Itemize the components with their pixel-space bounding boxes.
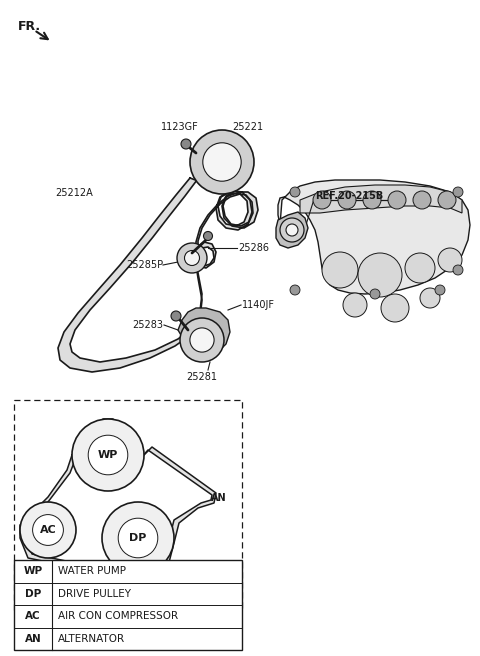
Text: AC: AC: [25, 611, 41, 621]
Text: ALTERNATOR: ALTERNATOR: [58, 634, 125, 644]
Circle shape: [190, 130, 254, 194]
Circle shape: [381, 294, 409, 322]
Polygon shape: [300, 185, 462, 213]
Text: WP: WP: [24, 566, 43, 576]
Text: 1140JF: 1140JF: [242, 300, 275, 310]
Text: 25221: 25221: [232, 122, 263, 132]
Circle shape: [88, 435, 128, 475]
Text: WP: WP: [98, 450, 118, 460]
Polygon shape: [58, 178, 258, 372]
Text: 25212A: 25212A: [55, 188, 93, 198]
Text: 25286: 25286: [238, 243, 269, 253]
Text: AIR CON COMPRESSOR: AIR CON COMPRESSOR: [58, 611, 178, 621]
FancyBboxPatch shape: [14, 400, 242, 610]
Circle shape: [171, 311, 181, 321]
Circle shape: [338, 191, 356, 209]
Circle shape: [453, 187, 463, 197]
Circle shape: [20, 502, 76, 558]
Circle shape: [438, 248, 462, 272]
Text: REF.20-215B: REF.20-215B: [315, 191, 383, 201]
Circle shape: [363, 191, 381, 209]
Text: AC: AC: [40, 525, 56, 535]
Circle shape: [290, 187, 300, 197]
Circle shape: [370, 289, 380, 299]
Circle shape: [203, 143, 241, 181]
Circle shape: [413, 191, 431, 209]
Polygon shape: [276, 212, 308, 248]
Circle shape: [72, 419, 144, 491]
Text: AN: AN: [211, 493, 227, 503]
Circle shape: [177, 243, 207, 273]
Circle shape: [435, 285, 445, 295]
Circle shape: [322, 252, 358, 288]
Circle shape: [313, 191, 331, 209]
Circle shape: [118, 518, 158, 558]
Circle shape: [290, 285, 300, 295]
FancyBboxPatch shape: [14, 560, 242, 650]
Circle shape: [204, 232, 213, 241]
Circle shape: [180, 318, 224, 362]
Circle shape: [33, 514, 63, 545]
Text: FR.: FR.: [18, 20, 41, 33]
Polygon shape: [178, 308, 230, 355]
Polygon shape: [278, 180, 470, 294]
Circle shape: [286, 224, 298, 236]
Circle shape: [181, 139, 191, 149]
Circle shape: [405, 253, 435, 283]
Text: DRIVE PULLEY: DRIVE PULLEY: [58, 588, 131, 599]
Text: DP: DP: [129, 533, 147, 543]
Text: WATER PUMP: WATER PUMP: [58, 566, 126, 576]
Circle shape: [358, 253, 402, 297]
Text: DP: DP: [25, 588, 41, 599]
Text: 25285P: 25285P: [126, 260, 163, 270]
Polygon shape: [20, 419, 216, 574]
Circle shape: [453, 265, 463, 275]
Circle shape: [388, 191, 406, 209]
Circle shape: [102, 502, 174, 574]
Text: 25283: 25283: [132, 320, 163, 330]
Text: AN: AN: [24, 634, 41, 644]
Circle shape: [280, 218, 304, 242]
Circle shape: [343, 293, 367, 317]
Text: 25281: 25281: [187, 372, 217, 382]
Text: 1123GF: 1123GF: [161, 122, 199, 132]
Circle shape: [438, 191, 456, 209]
Circle shape: [420, 288, 440, 308]
Circle shape: [190, 328, 214, 352]
Circle shape: [184, 251, 200, 266]
